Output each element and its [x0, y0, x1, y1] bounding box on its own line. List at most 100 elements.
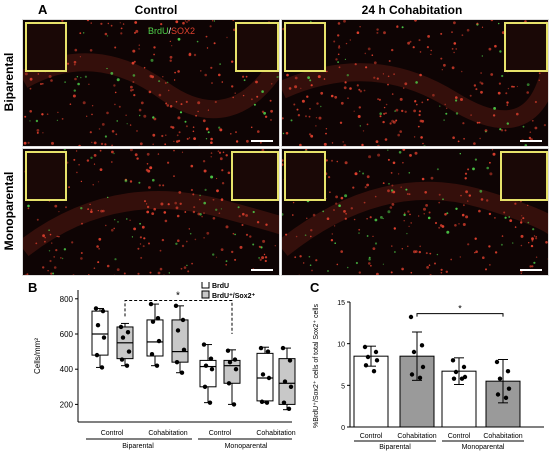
- cell-dot: [184, 120, 187, 123]
- cell-dot: [26, 273, 29, 275]
- cell-dot: [24, 115, 27, 118]
- cell-dot: [380, 216, 383, 219]
- cell-dot: [129, 219, 131, 221]
- cell-dot: [446, 107, 448, 110]
- cell-dot: [152, 133, 156, 137]
- cell-dot: [238, 215, 241, 218]
- data-point: [365, 354, 371, 360]
- cell-dot: [259, 258, 262, 261]
- cell-dot: [75, 150, 78, 152]
- box: [91, 310, 109, 356]
- cell-dot: [366, 183, 369, 187]
- cell-dot: [476, 22, 479, 25]
- cell-dot: [476, 121, 479, 124]
- cell-dot: [526, 83, 530, 86]
- cell-dot: [344, 81, 347, 84]
- cell-dot: [294, 85, 298, 89]
- box: [256, 352, 274, 402]
- cell-dot: [159, 249, 162, 252]
- cell-dot: [375, 140, 379, 143]
- cell-dot: [407, 245, 409, 247]
- cell-dot: [146, 203, 148, 205]
- cell-dot: [176, 214, 180, 218]
- cell-dot: [535, 236, 537, 238]
- cell-dot: [50, 79, 53, 82]
- cell-dot: [42, 266, 45, 269]
- cell-dot: [455, 99, 458, 102]
- cell-dot: [358, 228, 361, 231]
- cell-dot: [474, 158, 477, 161]
- cell-dot: [379, 112, 382, 115]
- inset-left: [25, 22, 67, 72]
- cell-dot: [465, 190, 468, 194]
- cell-dot: [197, 212, 201, 216]
- cell-dot: [189, 232, 192, 235]
- cell-dot: [426, 46, 429, 49]
- cell-dot: [352, 186, 355, 189]
- data-point: [506, 386, 512, 391]
- cell-dot: [500, 129, 504, 132]
- cell-dot: [158, 80, 161, 83]
- cell-dot: [403, 87, 405, 89]
- group-label: Biparental: [122, 443, 154, 450]
- cell-dot: [192, 126, 195, 128]
- cell-dot: [506, 122, 509, 125]
- cell-dot: [390, 271, 393, 274]
- cell-dot: [331, 159, 333, 162]
- cell-dot: [116, 78, 120, 82]
- cell-dot: [264, 256, 268, 259]
- data-point: [125, 330, 131, 335]
- cell-dot: [35, 119, 39, 123]
- cell-dot: [36, 218, 39, 221]
- cell-dot: [274, 245, 276, 247]
- data-point: [288, 384, 294, 389]
- cell-dot: [53, 266, 57, 269]
- cell-dot: [48, 250, 51, 252]
- cell-dot: [506, 101, 509, 104]
- cell-dot: [80, 76, 82, 79]
- significance-star: *: [458, 304, 462, 314]
- cell-dot: [177, 239, 180, 242]
- cell-dot: [169, 55, 173, 59]
- data-point: [201, 342, 207, 347]
- cell-dot: [29, 87, 32, 90]
- cell-dot: [241, 224, 244, 226]
- data-point: [179, 370, 185, 375]
- cell-dot: [461, 213, 465, 217]
- cell-dot: [149, 271, 152, 274]
- cell-dot: [185, 125, 188, 128]
- cell-dot: [44, 236, 46, 239]
- cell-dot: [129, 124, 132, 126]
- y-tick-label: 400: [60, 365, 74, 374]
- cell-dot: [336, 160, 339, 163]
- cell-dot: [107, 196, 109, 199]
- data-point: [409, 372, 415, 377]
- cell-dot: [428, 211, 431, 214]
- cell-dot: [405, 188, 408, 191]
- cell-dot: [534, 126, 538, 130]
- cell-dot: [391, 191, 393, 194]
- cell-dot: [104, 143, 107, 146]
- cell-dot: [297, 114, 301, 117]
- cell-dot: [419, 51, 422, 53]
- cell-dot: [337, 46, 341, 49]
- cell-dot: [93, 154, 97, 157]
- cell-dot: [338, 66, 341, 69]
- cell-dot: [481, 82, 484, 85]
- cell-dot: [480, 90, 483, 94]
- cell-dot: [270, 109, 273, 113]
- data-point: [101, 335, 107, 340]
- cell-dot: [310, 84, 313, 87]
- cell-dot: [163, 274, 165, 275]
- cell-dot: [73, 60, 77, 64]
- cell-dot: [220, 248, 224, 251]
- cell-dot: [455, 207, 458, 210]
- cell-dot: [139, 222, 141, 225]
- cell-dot: [538, 79, 540, 81]
- cell-dot: [343, 144, 347, 146]
- cell-dot: [282, 132, 285, 135]
- cell-dot: [54, 204, 58, 208]
- cell-dot: [387, 189, 390, 193]
- cell-dot: [138, 44, 140, 46]
- cell-dot: [282, 213, 284, 216]
